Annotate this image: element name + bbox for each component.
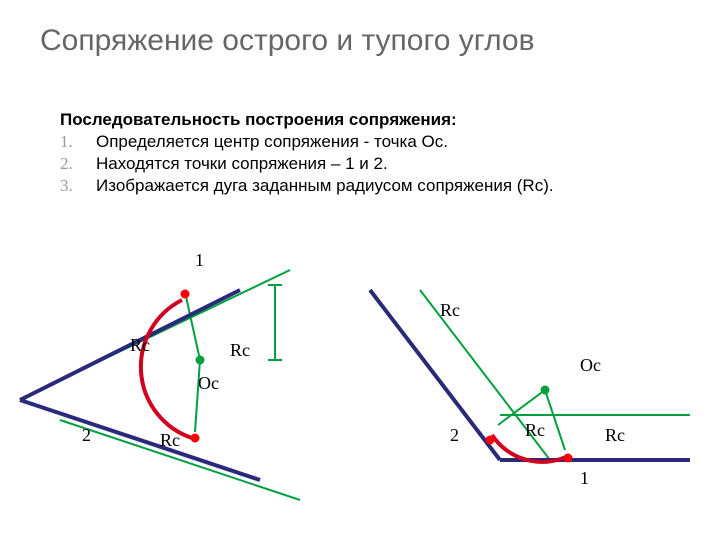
- label-rc: Rc: [130, 335, 150, 356]
- tangent-point-2: [191, 434, 200, 443]
- label-rc: Rc: [605, 425, 625, 446]
- tangent-point-1: [564, 454, 573, 463]
- center-point-oc: [541, 386, 550, 395]
- label-2: 2: [82, 425, 91, 446]
- list-item: 1. Определяется центр сопряжения - точка…: [60, 132, 554, 152]
- obtuse-figure: [350, 240, 710, 520]
- label-oc: Ос: [580, 355, 601, 376]
- steps-list: 1. Определяется центр сопряжения - точка…: [60, 132, 554, 198]
- label-rc: Rc: [160, 430, 180, 451]
- label-1: 1: [195, 250, 204, 271]
- step-text: Изображается дуга заданным радиусом сопр…: [96, 176, 554, 196]
- label-1: 1: [580, 468, 589, 489]
- tangent-point-2: [486, 436, 495, 445]
- rc-connector: [195, 360, 200, 432]
- step-text: Находятся точки сопряжения – 1 и 2.: [96, 154, 388, 174]
- rc-connector: [545, 390, 565, 450]
- acute-figure: [0, 240, 340, 520]
- tangent-point-1: [181, 290, 190, 299]
- step-number: 1.: [60, 132, 96, 152]
- page-title: Сопряжение острого и тупого углов: [40, 24, 535, 58]
- step-number: 3.: [60, 176, 96, 196]
- label-rc: Rc: [230, 340, 250, 361]
- rc-connector: [185, 292, 200, 360]
- label-oc: Ос: [198, 373, 219, 394]
- label-rc: Rc: [525, 420, 545, 441]
- list-item: 3. Изображается дуга заданным радиусом с…: [60, 176, 554, 196]
- step-text: Определяется центр сопряжения - точка Ос…: [96, 132, 448, 152]
- angle-line: [370, 290, 500, 460]
- center-point-oc: [196, 356, 205, 365]
- list-item: 2. Находятся точки сопряжения – 1 и 2.: [60, 154, 554, 174]
- label-rc: Rc: [440, 300, 460, 321]
- steps-heading: Последовательность построения сопряжения…: [60, 110, 457, 130]
- diagram-area: 1 Rc Rc Ос 2 Rc Rc Ос 2 Rc Rc 1: [0, 240, 720, 520]
- step-number: 2.: [60, 154, 96, 174]
- label-2: 2: [450, 425, 459, 446]
- angle-line: [20, 400, 260, 480]
